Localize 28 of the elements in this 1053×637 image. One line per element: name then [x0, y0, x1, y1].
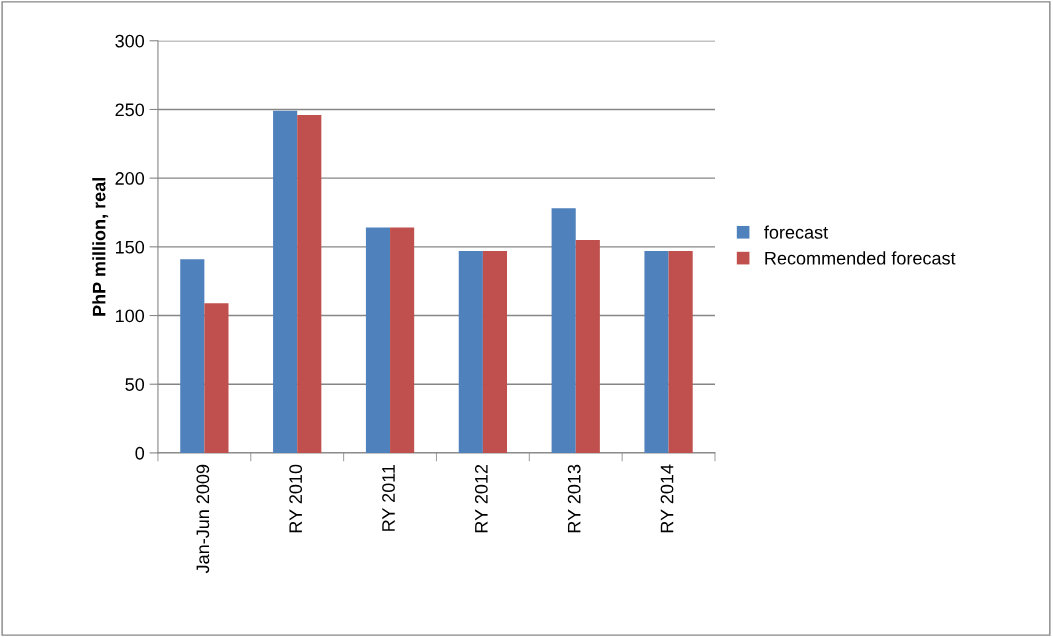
legend-label: Recommended forecast [765, 251, 956, 265]
bar [204, 303, 229, 453]
y-tick-label: 250 [115, 103, 145, 117]
y-tick-label: 150 [116, 240, 145, 254]
y-tick-label: 50 [125, 378, 145, 391]
bar [180, 259, 205, 453]
x-tick-label: RY 2011 [382, 464, 395, 531]
x-tick-label: Jan-Jun 2009 [196, 464, 210, 574]
bar [365, 227, 391, 453]
bar [575, 239, 600, 453]
bar [482, 250, 508, 453]
y-axis-title: PhP million, real [92, 178, 109, 316]
bar [390, 227, 415, 453]
y-tick-label: 0 [135, 446, 145, 460]
bar [273, 110, 298, 453]
legend-label: forecast [764, 225, 828, 239]
y-tick-label: 200 [115, 172, 145, 185]
x-tick-label: RY 2013 [567, 464, 581, 533]
bar [458, 250, 483, 453]
bar [297, 114, 322, 453]
x-tick-label: RY 2010 [289, 464, 303, 533]
bar [644, 250, 669, 453]
y-tick-label: 300 [115, 34, 145, 48]
x-tick-label: RY 2012 [474, 464, 488, 533]
bar [551, 208, 576, 453]
bar [668, 250, 693, 453]
x-tick-label: RY 2014 [660, 464, 674, 533]
y-tick-label: 100 [116, 309, 145, 323]
